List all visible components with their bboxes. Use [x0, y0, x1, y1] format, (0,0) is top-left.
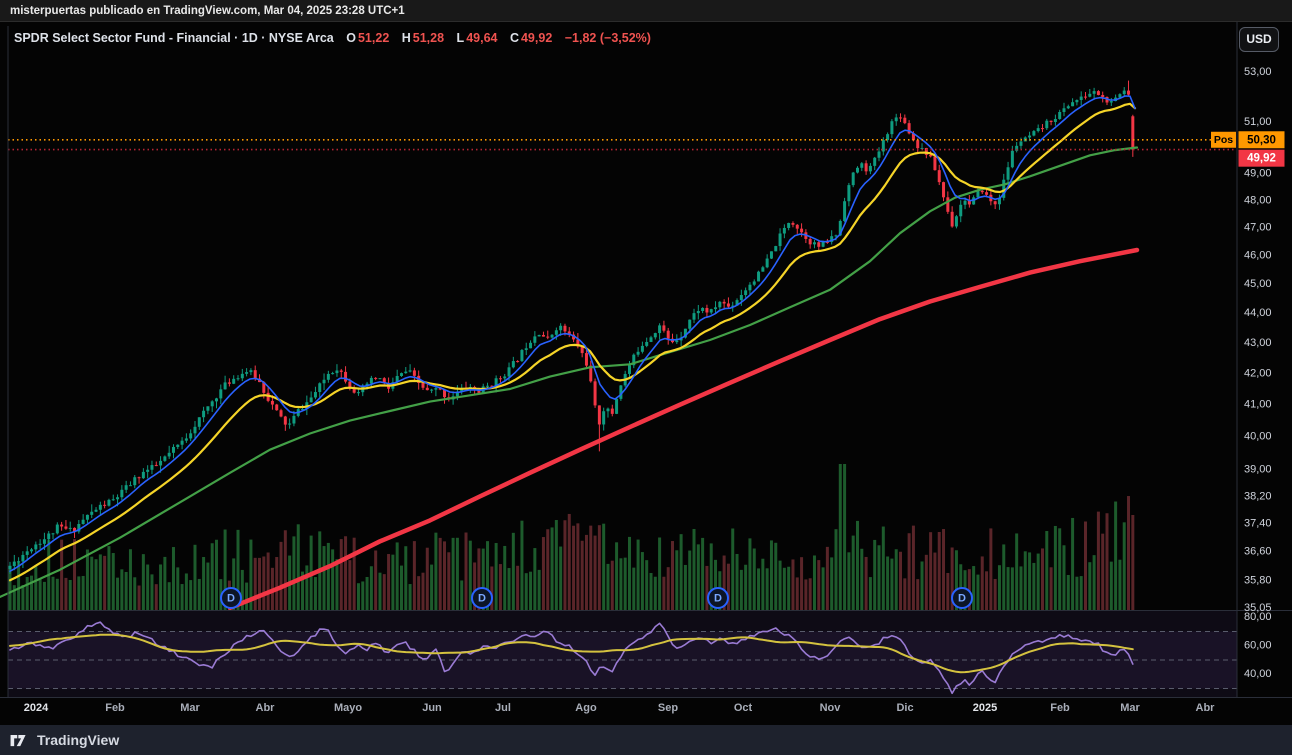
svg-text:42,00: 42,00 [1244, 367, 1272, 379]
svg-text:47,00: 47,00 [1244, 222, 1272, 234]
svg-text:Jun: Jun [422, 702, 442, 714]
svg-text:Mar: Mar [180, 702, 200, 714]
svg-text:Feb: Feb [1050, 702, 1070, 714]
svg-text:D: D [227, 592, 235, 604]
svg-text:Ago: Ago [575, 702, 597, 714]
svg-text:35,80: 35,80 [1244, 574, 1272, 586]
svg-text:43,00: 43,00 [1244, 337, 1272, 349]
svg-text:53,00: 53,00 [1244, 66, 1272, 78]
svg-text:Oct: Oct [734, 702, 753, 714]
ohlc-open: O 51,22 [346, 31, 390, 45]
svg-text:Feb: Feb [105, 702, 125, 714]
ohlc-close: C 49,92 [509, 31, 553, 45]
svg-text:Pos: Pos [1214, 134, 1233, 146]
tradingview-brand[interactable]: TradingView [37, 732, 120, 748]
ma-21-yellow [8, 102, 1137, 582]
svg-text:46,00: 46,00 [1244, 249, 1272, 261]
svg-text:Mar: Mar [1120, 702, 1140, 714]
svg-text:49,00: 49,00 [1244, 168, 1272, 180]
candles [8, 80, 1135, 574]
svg-text:2025: 2025 [973, 702, 997, 714]
svg-text:40,00: 40,00 [1244, 431, 1272, 443]
svg-text:36,60: 36,60 [1244, 546, 1272, 558]
svg-text:37,40: 37,40 [1244, 518, 1272, 530]
svg-text:35,05: 35,05 [1244, 602, 1272, 614]
svg-text:50,30: 50,30 [1247, 134, 1276, 146]
svg-text:51,00: 51,00 [1244, 116, 1272, 128]
symbol-legend[interactable]: SPDR Select Sector Fund - Financial · 1D… [14, 31, 651, 45]
rsi-line [9, 621, 1134, 695]
svg-text:Jul: Jul [495, 702, 511, 714]
attribution-bar: misterpuertas publicado en TradingView.c… [0, 0, 1292, 22]
svg-text:Abr: Abr [256, 702, 276, 714]
svg-text:41,00: 41,00 [1244, 399, 1272, 411]
currency-toggle-button[interactable]: USD [1239, 27, 1279, 52]
symbol-title: SPDR Select Sector Fund - Financial · 1D… [14, 31, 334, 45]
svg-text:Sep: Sep [658, 702, 678, 714]
svg-text:48,00: 48,00 [1244, 194, 1272, 206]
rsi-ma-line [9, 633, 1134, 674]
chart-area: D D D D 53,00 51,00 49,00 48,00 47,00 46,00 45,00 4… [0, 22, 1292, 725]
axis-badges: Pos 50,30 49,92 [1211, 131, 1285, 167]
time-axis: 2024 Feb Mar Abr Mayo Jun Jul Ago Sep Oct Nov Dic 20… [24, 702, 1215, 714]
attribution-text: misterpuertas publicado en TradingView.c… [10, 5, 405, 17]
ma-9-blue [9, 95, 1136, 572]
svg-text:80,00: 80,00 [1244, 611, 1272, 623]
svg-text:Dic: Dic [896, 702, 913, 714]
svg-text:D: D [714, 592, 722, 604]
frame-lines [0, 22, 1292, 698]
svg-text:38,20: 38,20 [1244, 490, 1272, 502]
svg-text:D: D [478, 592, 486, 604]
svg-text:D: D [958, 592, 966, 604]
svg-text:40,00: 40,00 [1244, 668, 1272, 680]
svg-text:49,92: 49,92 [1247, 153, 1276, 165]
ohlc-high: H 51,28 [401, 31, 445, 45]
footer-bar: TradingView [0, 725, 1292, 755]
change-value: −1,82 (−3,52%) [564, 31, 651, 45]
ma-200-red [227, 247, 1140, 611]
price-chart-canvas[interactable]: D D D D 53,00 51,00 49,00 48,00 47,00 46,00 45,00 4… [0, 22, 1292, 725]
svg-text:Nov: Nov [820, 702, 842, 714]
tradingview-logo-icon [10, 732, 30, 748]
ohlc-low: L 49,64 [456, 31, 498, 45]
svg-text:44,00: 44,00 [1244, 307, 1272, 319]
svg-text:39,00: 39,00 [1244, 463, 1272, 475]
svg-text:45,00: 45,00 [1244, 278, 1272, 290]
price-axis: 53,00 51,00 49,00 48,00 47,00 46,00 45,00 44,00… [1244, 66, 1272, 680]
svg-text:Mayo: Mayo [334, 702, 362, 714]
svg-text:Abr: Abr [1196, 702, 1216, 714]
volume-bars [8, 464, 1135, 610]
svg-text:2024: 2024 [24, 702, 49, 714]
svg-text:60,00: 60,00 [1244, 640, 1272, 652]
